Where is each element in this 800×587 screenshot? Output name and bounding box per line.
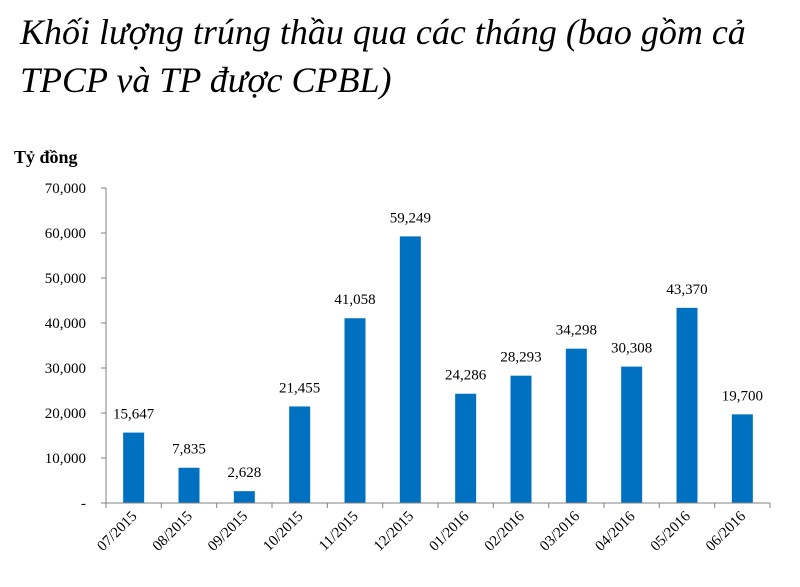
bar — [178, 467, 200, 503]
y-tick-label: 30,000 — [45, 361, 86, 377]
bar — [621, 366, 643, 503]
y-tick-label: 50,000 — [45, 271, 86, 287]
data-label: 43,370 — [666, 282, 707, 298]
x-tick-label: 12/2015 — [371, 509, 417, 555]
bar — [565, 348, 587, 503]
bar — [510, 375, 532, 503]
x-tick-label: 03/2016 — [537, 508, 583, 554]
y-tick-label: 40,000 — [45, 316, 86, 332]
x-tick-label: 02/2016 — [482, 508, 528, 554]
data-label: 7,835 — [172, 442, 206, 458]
x-tick-label: 04/2016 — [592, 508, 638, 554]
x-tick-label: 08/2015 — [150, 509, 196, 555]
bar — [344, 318, 366, 503]
x-tick-label: 05/2016 — [648, 508, 694, 554]
y-tick-label: 20,000 — [45, 406, 86, 422]
x-tick-label: 06/2016 — [703, 508, 749, 554]
data-label: 21,455 — [279, 380, 320, 396]
data-label: 41,058 — [334, 292, 375, 308]
bar — [676, 307, 698, 503]
data-label: 59,249 — [390, 210, 431, 226]
x-tick-label: 10/2015 — [260, 509, 306, 555]
data-label: 34,298 — [556, 323, 597, 339]
x-tick-label: 09/2015 — [205, 509, 251, 555]
y-axis: - 10,000 20,000 30,000 40,000 50,000 60,000 70,… — [45, 181, 107, 512]
data-label: 19,700 — [722, 388, 763, 404]
y-tick-label: 10,000 — [45, 451, 86, 467]
x-tick-label: 07/2015 — [94, 509, 140, 555]
bar — [455, 393, 477, 503]
data-label: 28,293 — [500, 350, 541, 366]
data-label: 24,286 — [445, 368, 487, 384]
data-label: 2,628 — [227, 465, 261, 481]
y-tick-label: 70,000 — [45, 181, 86, 197]
bar — [731, 414, 753, 503]
y-axis-title: Tỷ đồng — [14, 147, 78, 167]
bar — [289, 406, 311, 503]
chart-title: Khối lượng trúng thầu qua các tháng (bao… — [20, 12, 746, 100]
bar — [123, 432, 145, 503]
bar-group: 15,647 7,835 2,628 21,455 41,058 59,249 24,286… — [113, 210, 763, 503]
x-axis: 07/2015 08/2015 09/2015 10/2015 11/2015 12/20… — [94, 502, 771, 555]
bar — [233, 491, 255, 503]
data-label: 15,647 — [113, 407, 155, 423]
data-label: 30,308 — [611, 341, 652, 357]
y-tick-label: - — [81, 496, 86, 512]
bar — [399, 236, 421, 503]
y-tick-label: 60,000 — [45, 226, 86, 242]
x-tick-label: 11/2015 — [316, 509, 362, 555]
x-tick-label: 01/2016 — [426, 508, 472, 554]
